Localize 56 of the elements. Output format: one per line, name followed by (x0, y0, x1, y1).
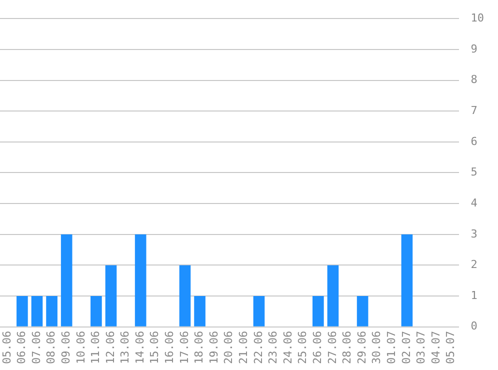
x-tick-label: 01.07 (385, 330, 398, 364)
y-tick-label: 0 (470, 320, 478, 333)
x-tick-label: 28.06 (340, 330, 354, 364)
bar (31, 296, 43, 326)
x-tick-label: 15.06 (148, 330, 162, 364)
bar (46, 296, 58, 326)
x-tick-label: 05.07 (444, 330, 458, 364)
x-tick-label: 14.06 (133, 330, 146, 364)
x-tick-label: 13.06 (118, 330, 132, 364)
x-tick-label: 07.06 (30, 330, 43, 364)
y-tick-label: 9 (470, 42, 478, 56)
x-tick-label: 02.07 (400, 330, 413, 364)
y-tick-label: 4 (470, 196, 478, 210)
x-tick-label: 17.06 (178, 330, 191, 364)
bar (60, 234, 72, 326)
bar (253, 296, 265, 326)
x-tick-label: 04.07 (429, 330, 442, 364)
x-tick-label: 22.06 (252, 330, 265, 364)
x-tick-label: 16.06 (163, 330, 176, 364)
bar (194, 296, 206, 326)
bar (401, 234, 413, 326)
x-tick-label: 19.06 (207, 330, 220, 364)
y-tick-label: 6 (470, 134, 478, 148)
x-tick-label: 20.06 (222, 330, 236, 364)
x-tick-label: 24.06 (281, 330, 294, 364)
x-tick-label: 08.06 (44, 330, 58, 364)
y-tick-label: 8 (470, 73, 478, 86)
bar (179, 265, 191, 326)
x-tick-label: 09.06 (59, 330, 72, 364)
y-tick-label: 3 (470, 227, 478, 240)
bar (90, 296, 102, 326)
bar (16, 296, 28, 326)
x-tick-label: 06.06 (15, 330, 28, 364)
x-tick-label: 27.06 (326, 330, 339, 364)
y-tick-label: 2 (470, 258, 478, 272)
x-tick-label: 10.06 (74, 330, 88, 364)
bar (356, 296, 368, 326)
x-tick-label: 29.06 (355, 330, 368, 364)
y-tick-label: 10 (470, 11, 484, 24)
bar (312, 296, 324, 326)
x-tick-label: 23.06 (266, 330, 280, 364)
bar (134, 234, 146, 326)
y-tick-label: 7 (470, 104, 478, 117)
x-tick-label: 30.06 (370, 330, 384, 364)
x-tick-label: 26.06 (311, 330, 324, 364)
x-tick-label: 05.06 (0, 330, 14, 364)
x-tick-label: 18.06 (192, 330, 206, 364)
x-tick-label: 03.07 (414, 330, 428, 364)
x-tick-label: 21.06 (237, 330, 250, 364)
y-tick-label: 5 (470, 166, 478, 179)
x-tick-label: 25.06 (296, 330, 310, 364)
bar (105, 265, 117, 326)
x-tick-label: 12.06 (104, 330, 117, 364)
x-tick-label: 11.06 (89, 330, 102, 364)
bar (327, 265, 339, 326)
y-tick-label: 1 (470, 288, 478, 302)
